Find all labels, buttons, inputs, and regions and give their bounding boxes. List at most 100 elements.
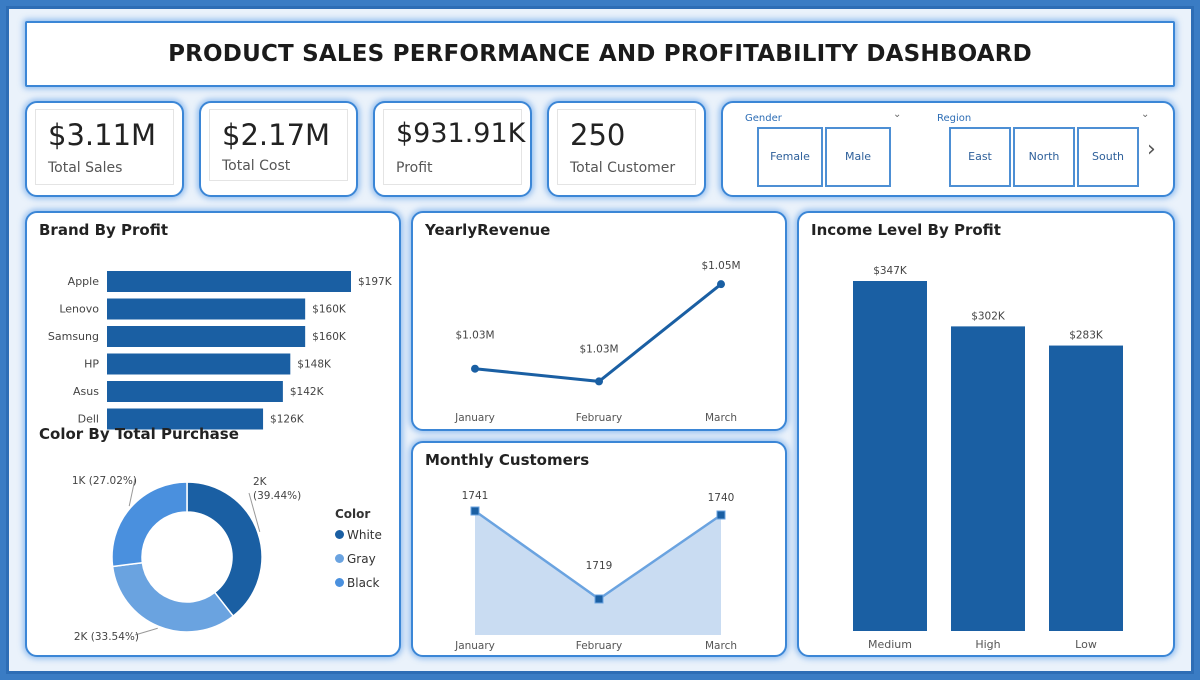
donut-leader-line xyxy=(128,478,136,507)
donut-leader-line xyxy=(248,492,261,533)
bar-hp xyxy=(107,353,291,375)
gender-option-male[interactable]: Male xyxy=(825,127,891,187)
legend-dot xyxy=(335,578,344,587)
gender-option-female[interactable]: Female xyxy=(757,127,823,187)
kpi-value: $931.91K xyxy=(396,118,526,149)
monthly-customers-title: Monthly Customers xyxy=(425,451,590,469)
kpi-label: Total Customer xyxy=(570,160,676,176)
legend-label: Black xyxy=(347,576,380,590)
income-bar-low xyxy=(1049,345,1123,631)
customers-point xyxy=(594,594,604,604)
kpi-inner: $931.91K Profit xyxy=(383,109,526,185)
bar-category-label: Apple xyxy=(68,275,100,288)
donut-data-label: 1K (27.02%) xyxy=(72,475,137,487)
bar-value-label: $160K xyxy=(312,304,347,316)
kpi-inner: $3.11M Total Sales xyxy=(35,109,174,185)
bar-value-label: $126K xyxy=(270,414,305,426)
bar-category-label: Samsung xyxy=(48,330,99,343)
brand-chart-title: Brand By Profit xyxy=(39,221,169,239)
x-tick-label: February xyxy=(576,640,623,652)
kpi-label: Profit xyxy=(396,160,433,176)
income-data-label: $347K xyxy=(873,265,908,277)
revenue-line xyxy=(474,282,722,383)
x-tick-label: January xyxy=(454,640,495,652)
region-option-south[interactable]: South xyxy=(1077,127,1139,187)
revenue-data-label: $1.03M xyxy=(579,343,618,355)
bar-lenovo xyxy=(107,298,306,320)
customers-data-label: 1719 xyxy=(586,560,613,572)
region-option-east[interactable]: East xyxy=(949,127,1011,187)
chevron-right-icon[interactable]: › xyxy=(1147,137,1156,162)
legend-dot xyxy=(335,554,344,563)
revenue-data-label: $1.05M xyxy=(701,260,740,272)
legend-dot xyxy=(335,530,344,539)
bar-value-label: $148K xyxy=(297,359,332,371)
kpi-total-cost: $2.17M Total Cost xyxy=(199,101,358,197)
color-donut-chart: 2K (39.44%) 2K (33.54%) 1K (27.02%) xyxy=(72,475,301,643)
revenue-point xyxy=(595,377,603,386)
kpi-value: $2.17M xyxy=(222,118,331,152)
donut-slice-black xyxy=(111,481,188,568)
yearly-revenue-title: YearlyRevenue xyxy=(425,221,551,239)
yearly-revenue-card: YearlyRevenue $1.03M January $1.03M Februar… xyxy=(411,211,787,431)
revenue-point xyxy=(717,280,725,289)
x-tick-label: March xyxy=(705,412,737,424)
yearly-revenue-line-chart: $1.03M January $1.03M February $1.05M March xyxy=(454,260,740,424)
income-level-card: Income Level By Profit $347K Medium $302K H… xyxy=(797,211,1175,657)
region-slicer-title: Region xyxy=(937,113,972,124)
customers-point xyxy=(716,510,726,520)
dashboard-canvas: PRODUCT SALES PERFORMANCE AND PROFITABIL… xyxy=(6,6,1194,674)
customers-data-label: 1740 xyxy=(708,492,735,504)
bar-category-label: Asus xyxy=(73,385,99,398)
income-data-label: $283K xyxy=(1069,330,1104,342)
donut-slice-gray xyxy=(111,561,235,633)
bar-category-label: HP xyxy=(84,358,99,371)
x-tick-label: Low xyxy=(1075,638,1097,651)
kpi-value: $3.11M xyxy=(48,118,157,152)
gender-chevron-down-icon[interactable]: ⌄ xyxy=(893,109,902,120)
x-tick-label: Medium xyxy=(868,638,912,651)
x-tick-label: February xyxy=(576,412,623,424)
customers-data-label: 1741 xyxy=(462,490,489,502)
monthly-customers-area-chart: 1741 January 1719 February 1740 March xyxy=(454,490,737,652)
monthly-customers-card: Monthly Customers 1741 January 1719 Februar… xyxy=(411,441,787,657)
customers-area-fill xyxy=(475,511,721,635)
legend-item-gray[interactable]: Gray xyxy=(335,552,376,566)
donut-data-label: 2K (33.54%) xyxy=(74,631,139,643)
income-level-title: Income Level By Profit xyxy=(811,221,1001,239)
color-chart-title: Color By Total Purchase xyxy=(39,425,239,443)
income-data-label: $302K xyxy=(971,310,1006,322)
donut-data-label: 2K xyxy=(253,476,268,488)
kpi-label: Total Sales xyxy=(48,160,123,176)
legend-item-white[interactable]: White xyxy=(335,528,382,542)
legend-label: White xyxy=(347,528,382,542)
region-option-north[interactable]: North xyxy=(1013,127,1075,187)
brand-color-panel: Brand By Profit Apple $197K Lenovo $160K Sam… xyxy=(25,211,401,657)
x-tick-label: January xyxy=(454,412,495,424)
bar-category-label: Dell xyxy=(78,413,99,426)
kpi-total-sales: $3.11M Total Sales xyxy=(25,101,184,197)
bar-dell xyxy=(107,408,264,430)
kpi-value: 250 xyxy=(570,118,626,152)
gender-slicer-title: Gender xyxy=(745,113,782,124)
revenue-data-label: $1.03M xyxy=(455,330,494,342)
brand-bar-chart: Apple $197K Lenovo $160K Samsung $160K HP $148K… xyxy=(48,271,393,430)
color-legend-title: Color xyxy=(335,507,371,521)
bar-value-label: $142K xyxy=(290,386,325,398)
region-chevron-down-icon[interactable]: ⌄ xyxy=(1141,109,1150,120)
bar-value-label: $160K xyxy=(312,331,347,343)
bar-category-label: Lenovo xyxy=(59,303,99,316)
kpi-total-customer: 250 Total Customer xyxy=(547,101,706,197)
kpi-label: Total Cost xyxy=(222,158,291,174)
title-card: PRODUCT SALES PERFORMANCE AND PROFITABIL… xyxy=(25,21,1175,87)
kpi-profit: $931.91K Profit xyxy=(373,101,532,197)
income-bar-high xyxy=(951,326,1025,631)
x-tick-label: March xyxy=(705,640,737,652)
x-tick-label: High xyxy=(975,638,1000,651)
bar-asus xyxy=(107,381,283,402)
legend-label: Gray xyxy=(347,552,376,566)
slicer-card: Gender ⌄ Female Male Region ⌄ East North… xyxy=(721,101,1175,197)
income-bar-medium xyxy=(853,281,927,631)
donut-data-label: (39.44%) xyxy=(253,490,301,502)
legend-item-black[interactable]: Black xyxy=(335,576,379,590)
